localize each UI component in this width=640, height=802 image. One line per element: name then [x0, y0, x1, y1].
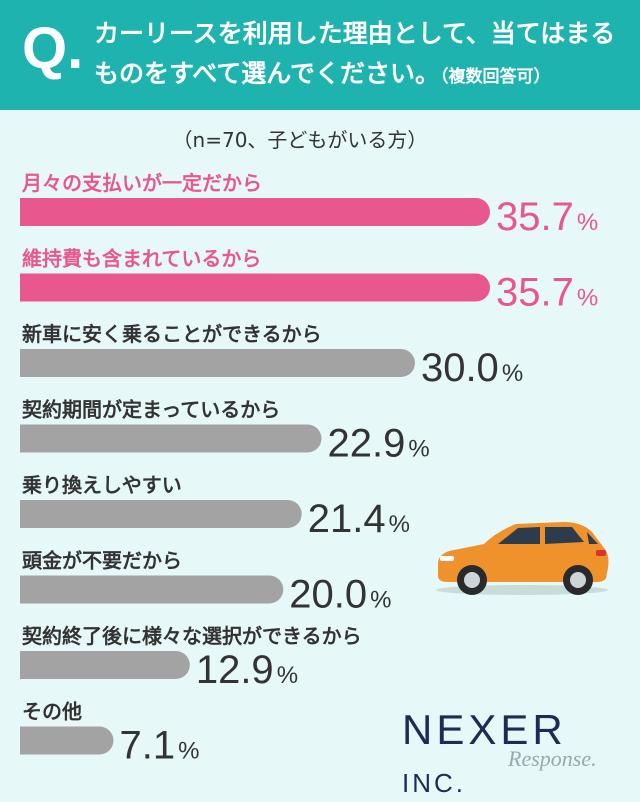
value-label: 22.9%: [327, 422, 429, 466]
value-number: 12.9: [196, 648, 274, 692]
bar: [20, 349, 415, 377]
logo-small: INC.: [402, 768, 466, 798]
value-number: 35.7: [496, 195, 574, 239]
category-label: 契約期間が定まっているから: [21, 398, 280, 422]
value-unit: %: [370, 587, 391, 614]
category-label: 月々の支払いが一定だから: [21, 171, 262, 195]
bar-chart: 月々の支払いが一定だから 35.7 % 維持費も含まれているから 35.7 % 新車に安く乗…: [20, 171, 598, 768]
value-label: 30.0%: [421, 346, 523, 390]
value-label: 35.7%: [496, 195, 598, 239]
sample-note: （n=70、子どもがいる方）: [172, 128, 428, 152]
question-line-2-main: ものをすべて選んでください。: [94, 59, 441, 88]
category-label: 維持費も含まれているから: [22, 247, 261, 271]
value-unit: %: [408, 436, 429, 463]
value-number: 22.9: [327, 422, 405, 466]
orange-car-icon: [436, 522, 609, 595]
question-text: カーリースを利用した理由として、当てはまる ものをすべて選んでください。（複数回…: [94, 14, 624, 97]
value-unit: %: [389, 511, 410, 538]
question-note: （複数回答可）: [440, 67, 551, 87]
value-label: 35.7%: [496, 271, 598, 315]
value-number: 30.0: [421, 346, 499, 390]
value-unit: %: [178, 738, 199, 765]
bar: [20, 726, 114, 755]
question-line-1: カーリースを利用した理由として、当てはまる: [94, 19, 616, 48]
value-unit: %: [577, 285, 598, 312]
value-number: 35.7: [496, 271, 574, 315]
question-line-2: ものをすべて選んでください。（複数回答可）: [94, 54, 624, 97]
bar: [20, 651, 190, 679]
value-number: 20.0: [289, 573, 367, 617]
bar: [20, 575, 284, 604]
value-number: 7.1: [119, 724, 175, 768]
bar: [20, 424, 322, 453]
value-label: 12.9%: [196, 648, 298, 692]
q-mark: Q.: [22, 16, 84, 81]
bar: [20, 273, 490, 302]
value-unit: %: [577, 209, 598, 236]
value-number: 21.4: [308, 497, 386, 541]
value-label: 7.1%: [119, 724, 199, 768]
logo-main: NEXER: [402, 706, 567, 753]
category-label: 新車に安く乗ることができるから: [22, 322, 322, 346]
value-label: 21.4%: [308, 497, 410, 541]
bar: [20, 500, 302, 528]
category-label: 頭金が不要だから: [22, 549, 182, 573]
category-label: 契約終了後に様々な選択ができるから: [21, 624, 362, 648]
category-label: その他: [22, 700, 82, 724]
category-label: 乗り換えしやすい: [22, 473, 182, 497]
question-header: Q. カーリースを利用した理由として、当てはまる ものをすべて選んでください。（…: [0, 0, 640, 110]
value-label: 20.0%: [289, 573, 391, 617]
value-unit: %: [502, 360, 523, 387]
value-unit: %: [277, 662, 298, 689]
bar: [20, 198, 490, 226]
watermark: Response.: [508, 746, 597, 771]
